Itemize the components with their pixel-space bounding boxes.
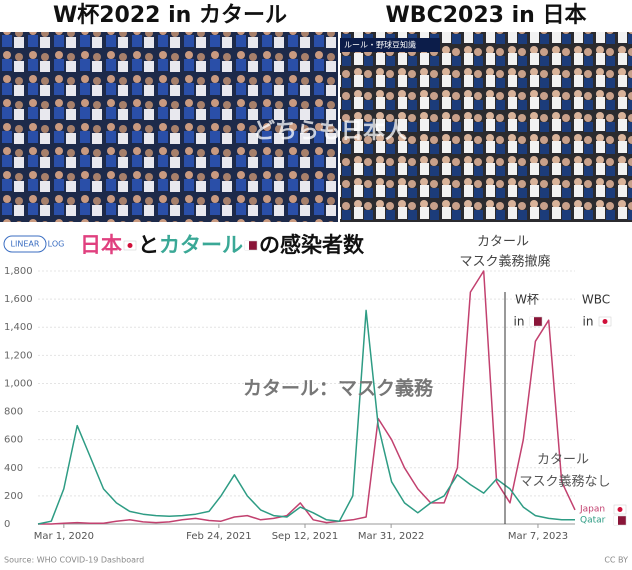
flag-dot: [127, 243, 133, 248]
flag-band: [530, 317, 534, 326]
legend-label: Japan: [579, 505, 605, 515]
photo-wbc: [340, 32, 632, 222]
y-tick-label: 400: [4, 463, 23, 474]
annotation: マスク義務撤廃: [459, 254, 550, 270]
x-tick-label: Mar 7, 2023: [508, 531, 568, 542]
scoreboard-bg: [340, 38, 440, 52]
left-title: W杯2022 in カタール: [53, 3, 287, 28]
flag-band: [614, 516, 618, 525]
y-tick-label: 800: [4, 407, 23, 418]
annotation: カタール: [537, 453, 589, 468]
linear-button[interactable]: [3, 235, 47, 253]
y-tick-label: 1,800: [4, 266, 33, 277]
license: CC BY: [604, 556, 628, 565]
x-tick-label: Feb 24, 2021: [186, 531, 251, 542]
flag-dot: [602, 319, 608, 324]
title-part: と: [138, 233, 159, 257]
title-part: 日本: [80, 233, 122, 257]
annotation: カタール：マスク義務: [243, 377, 434, 400]
y-tick-label: 0: [4, 519, 10, 530]
right-title: WBC2023 in 日本: [386, 3, 587, 28]
y-tick-label: 1,200: [4, 350, 33, 361]
x-tick-label: Mar 31, 2022: [358, 531, 425, 542]
series-line: [37, 309, 575, 525]
annotation: W杯: [515, 293, 539, 307]
flag-band: [245, 241, 249, 250]
x-tick-label: Mar 1, 2020: [34, 531, 94, 542]
annotation: in: [514, 315, 525, 329]
annotation: カタール: [477, 235, 529, 250]
title-part: の感染者数: [259, 233, 365, 257]
log-label[interactable]: LOG: [48, 240, 65, 249]
annotation: マスク義務なし: [519, 474, 610, 490]
photo-worldcup: [0, 32, 338, 222]
scoreboard-text: ルール・野球豆知識: [344, 40, 416, 50]
annotation: WBC: [582, 293, 610, 307]
y-tick-label: 1,400: [4, 322, 33, 333]
title-part: カタール: [159, 233, 243, 257]
source: Source: WHO COVID-19 Dashboard: [4, 556, 144, 565]
y-tick-label: 600: [4, 435, 23, 446]
annotation: in: [583, 315, 594, 329]
y-tick-label: 200: [4, 491, 23, 502]
x-tick-label: Sep 12, 2021: [272, 531, 339, 542]
series-line: [38, 270, 576, 525]
y-tick-label: 1,600: [4, 294, 33, 305]
chart-title: 日本とカタール の感染者数: [80, 233, 365, 257]
flag-dot: [617, 507, 623, 512]
y-tick-label: 1,000: [4, 378, 33, 389]
legend-label: Qatar: [580, 516, 606, 526]
photo-overlay: どちらも日本人: [253, 119, 407, 144]
linear-label[interactable]: LINEAR: [11, 240, 40, 249]
